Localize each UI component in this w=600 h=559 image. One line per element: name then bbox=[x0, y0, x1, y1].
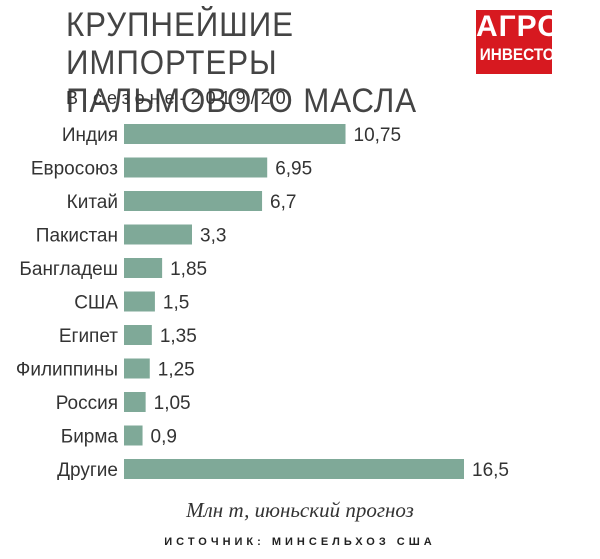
bar bbox=[124, 224, 192, 245]
value-label: 6,7 bbox=[270, 192, 296, 213]
bar bbox=[124, 358, 150, 379]
source-line: ИСТОЧНИК: МИНСЕЛЬХОЗ США bbox=[164, 536, 436, 548]
title-line-2: ПАЛЬМОВОГО МАСЛА bbox=[66, 82, 418, 120]
value-label: 6,95 bbox=[275, 159, 312, 180]
bar bbox=[124, 325, 152, 345]
bar bbox=[124, 425, 143, 446]
category-label: Россия bbox=[56, 393, 118, 414]
page-title: КРУПНЕЙШИЕ ИМПОРТЕРЫ ПАЛЬМОВОГО МАСЛА bbox=[66, 6, 434, 120]
value-label: 1,5 bbox=[163, 293, 189, 314]
category-label: Пакистан bbox=[36, 226, 118, 247]
value-label: 3,3 bbox=[200, 226, 226, 247]
value-label: 0,9 bbox=[151, 427, 177, 448]
category-label: Бирма bbox=[61, 427, 119, 448]
category-label: Индия bbox=[62, 125, 118, 146]
value-label: 1,05 bbox=[154, 393, 191, 414]
units-note: Млн т, июньский прогноз bbox=[186, 498, 414, 522]
title-line-1: КРУПНЕЙШИЕ ИМПОРТЕРЫ bbox=[66, 6, 294, 82]
bar bbox=[124, 157, 268, 178]
bar bbox=[124, 258, 163, 278]
bar-chart: Индия 10,75 Евросоюз 6,95 Китай 6,7 Пакистан 3,… bbox=[16, 124, 509, 481]
logo-line-1: АГРО bbox=[476, 10, 562, 43]
category-label: Бангладеш bbox=[19, 259, 118, 280]
category-label: Другие bbox=[57, 460, 118, 481]
category-label: Китай bbox=[67, 192, 118, 213]
bar bbox=[124, 291, 155, 312]
category-label: США bbox=[74, 293, 118, 314]
category-label: Филиппины bbox=[16, 360, 118, 381]
value-label: 1,35 bbox=[160, 326, 197, 347]
agroinvestor-logo: АГРО ИНВЕСТОР bbox=[476, 10, 565, 74]
bar bbox=[124, 124, 346, 144]
bar bbox=[124, 191, 263, 211]
value-label: 1,25 bbox=[158, 360, 195, 381]
value-label: 16,5 bbox=[472, 460, 509, 481]
value-label: 1,85 bbox=[170, 259, 207, 280]
value-label: 10,75 bbox=[354, 125, 402, 146]
bar bbox=[124, 459, 464, 479]
page-subtitle: В сезоне-2019/20 bbox=[66, 88, 291, 108]
category-label: Евросоюз bbox=[31, 159, 118, 180]
category-label: Египет bbox=[59, 326, 118, 347]
logo-line-2: ИНВЕСТОР bbox=[479, 45, 565, 64]
bar bbox=[124, 392, 146, 412]
